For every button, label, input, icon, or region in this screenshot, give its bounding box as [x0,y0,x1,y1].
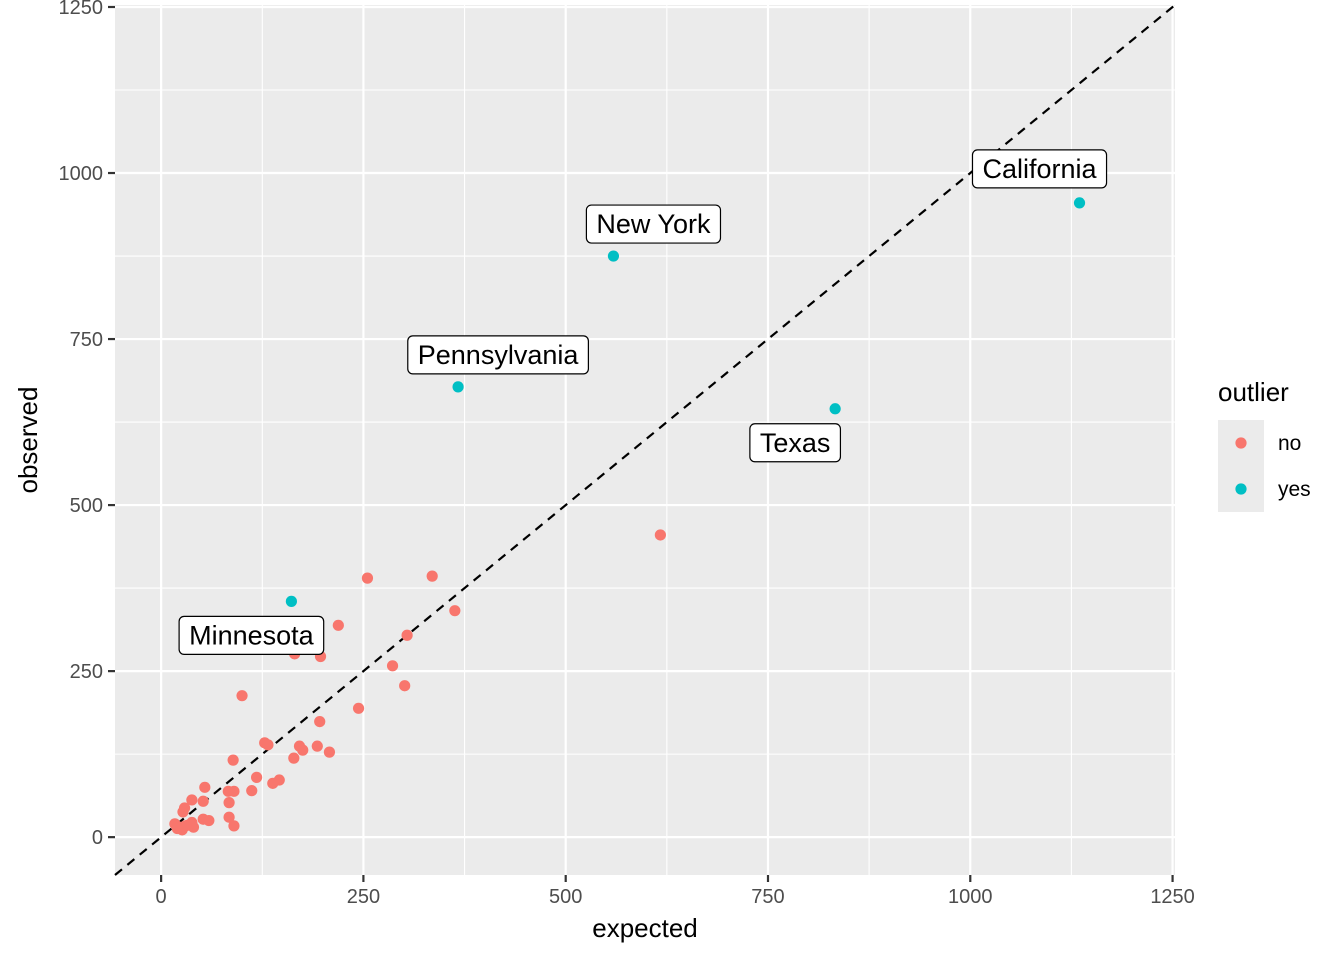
legend-key-no [1235,437,1247,449]
point-no [426,570,438,582]
annotation-box [971,149,1108,189]
legend: outlier no yes [1218,377,1311,512]
legend-label-yes: yes [1278,478,1311,501]
annotation-label: New York [585,204,722,244]
annotation-box [407,335,589,375]
point-yes [1073,197,1086,209]
annotation-label: Texas [749,423,842,463]
point-no [323,746,336,758]
x-tick-label: 1000 [948,886,993,908]
annotation-text: Minnesota [189,620,315,650]
x-tick-label: 750 [751,886,784,908]
annotation-text: California [982,154,1097,184]
legend-key-yes [1235,483,1247,495]
y-tick-label: 500 [70,495,103,517]
x-tick-label: 0 [156,886,167,908]
point-no [223,811,235,823]
y-tick-label: 1000 [59,163,104,185]
point-no [227,754,239,766]
annotation-text: New York [596,209,711,239]
point-yes [285,595,297,607]
y-tick-label: 250 [70,661,103,683]
annotation-box [178,615,325,655]
point-no [236,690,248,702]
point-annotations: California New York Pennsylvania Texas Minne… [178,149,1108,655]
point-no [197,795,209,807]
y-axis: 0 250 500 750 1000 1250 [59,0,115,849]
point-no [186,794,198,806]
point-no [314,715,326,728]
annotation-box [749,423,842,463]
y-axis-title: observed [13,387,43,494]
point-no [288,752,300,764]
data-points [169,197,1086,836]
point-yes [607,250,620,262]
point-no [228,820,240,832]
annotation-text: Pennsylvania [418,340,580,370]
point-no [246,785,258,797]
x-axis: 0 250 500 750 1000 1250 [156,875,1195,908]
point-no [223,797,235,809]
annotation-label: Minnesota [178,615,325,655]
y-tick-label: 1250 [59,0,104,19]
point-no [251,771,263,783]
legend-label-no: no [1278,432,1301,455]
y-tick-label: 0 [92,827,103,849]
x-tick-label: 250 [347,886,380,908]
x-axis-title: expected [592,913,698,943]
point-yes [829,403,841,415]
point-no [267,777,279,789]
point-no [199,781,211,793]
point-no [332,619,344,631]
annotation-box [585,204,722,244]
point-no [228,785,240,797]
point-no [297,744,309,756]
plot-panel [115,5,1175,875]
point-no [654,529,666,541]
annotation-label: Pennsylvania [407,335,589,375]
point-no [449,605,461,617]
point-no [352,702,365,714]
point-no [311,740,323,752]
point-no [177,806,189,818]
point-no [401,629,413,641]
point-no [399,680,411,692]
point-no [203,814,215,827]
point-no [171,822,183,835]
point-no [361,572,374,584]
point-no [262,739,274,751]
y-tick-label: 750 [70,329,103,351]
point-no [386,660,399,672]
x-tick-label: 500 [549,886,582,908]
annotation-label: California [971,149,1108,189]
point-no [186,816,198,829]
annotation-text: Texas [760,428,831,458]
x-tick-label: 1250 [1150,886,1195,908]
point-yes [452,381,464,393]
legend-title: outlier [1218,377,1289,407]
